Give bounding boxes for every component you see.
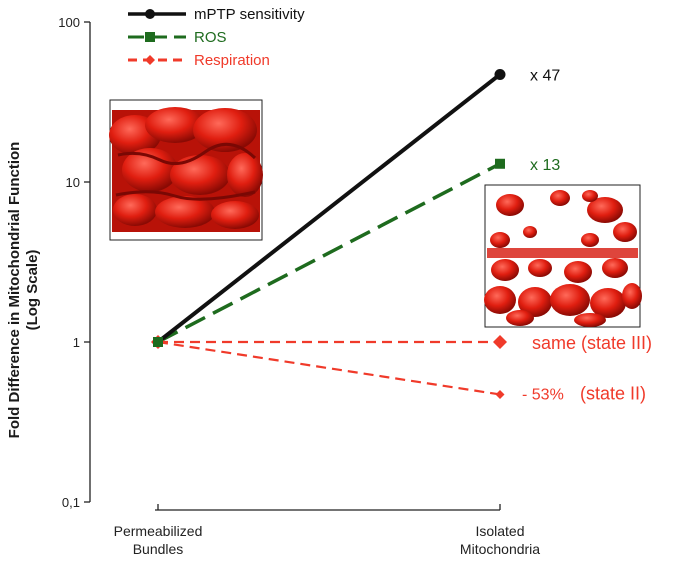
x-tick-label: Mitochondria	[460, 541, 540, 557]
legend-marker-1	[145, 32, 155, 42]
end-marker-2	[493, 335, 507, 349]
start-marker-ros	[153, 337, 163, 347]
end-label-state-ii: (state II)	[580, 383, 646, 403]
series-line-0	[156, 72, 502, 344]
y-axis-title-line2: (Log Scale)	[24, 249, 41, 331]
legend-marker-2	[145, 55, 155, 65]
y-tick-label: 100	[58, 15, 80, 30]
y-axis-title-line1: Fold Difference in Mitochondrial Functio…	[6, 141, 23, 439]
y-tick-label: 1	[73, 335, 80, 350]
end-label-mptp: x 47	[530, 67, 560, 84]
end-label-state-iii: same (state III)	[532, 333, 652, 353]
y-axis-title: Fold Difference in Mitochondrial Functio…	[4, 100, 44, 480]
x-tick-label: Bundles	[133, 541, 184, 557]
end-label-minus-53: - 53%	[522, 386, 564, 403]
x-tick-label: Permeabilized	[114, 523, 203, 539]
end-label-ros: x 13	[530, 157, 560, 174]
legend-label-2: Respiration	[194, 52, 270, 69]
y-tick-label: 0,1	[62, 495, 80, 510]
end-marker-0	[494, 68, 506, 80]
inset-isolated-mitochondria-image	[484, 184, 642, 328]
x-tick-label: Isolated	[475, 523, 524, 539]
legend-marker-0	[145, 9, 155, 19]
legend-label-1: ROS	[194, 29, 227, 46]
y-tick-label: 10	[66, 175, 80, 190]
legend-label-0: mPTP sensitivity	[194, 6, 305, 23]
series-line-1	[157, 162, 501, 344]
series-line-3	[157, 340, 501, 396]
end-marker-3	[495, 389, 505, 399]
end-marker-1	[495, 158, 505, 169]
inset-bundles-image	[109, 99, 263, 241]
